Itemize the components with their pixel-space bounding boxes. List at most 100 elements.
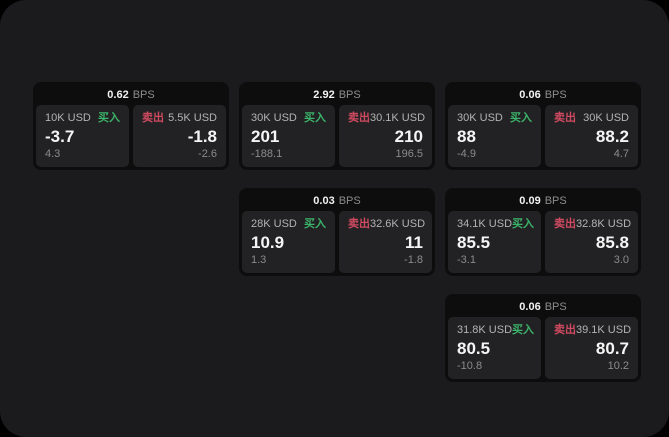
buy-quote-tile[interactable]: 30K USD 买入 201 -188.1: [242, 105, 335, 167]
spread-header: 0.09 BPS: [448, 191, 638, 211]
spread-unit: BPS: [544, 195, 567, 207]
buy-quote-tile[interactable]: 31.8K USD 买入 80.5 -10.8: [448, 317, 541, 379]
spread-unit: BPS: [544, 301, 567, 313]
sell-price: 210: [394, 127, 423, 146]
buy-price: 88: [457, 127, 476, 146]
sell-price: 85.8: [595, 233, 629, 252]
buy-amount: 10K USD: [45, 112, 91, 124]
quote-card: 0.03 BPS 28K USD 买入 10.9 1.3 卖出 32.6K US…: [239, 188, 435, 276]
sell-amount: 30K USD: [583, 112, 629, 124]
spread-header: 0.06 BPS: [448, 297, 638, 317]
spread-value: 0.09: [519, 195, 541, 207]
spread-value: 0.62: [107, 89, 129, 101]
sell-delta: -1.8: [404, 254, 423, 266]
sell-price: 88.2: [595, 127, 629, 146]
buy-delta: 1.3: [251, 254, 267, 266]
buy-delta: -10.8: [457, 360, 483, 372]
sell-button[interactable]: 卖出: [348, 218, 370, 230]
spread-value: 0.06: [519, 301, 541, 313]
buy-amount: 30K USD: [251, 112, 297, 124]
sell-delta: -2.6: [198, 148, 217, 160]
spread-value: 2.92: [313, 89, 335, 101]
sell-tile-top: 卖出 39.1K USD: [554, 324, 632, 337]
quote-body: 28K USD 买入 10.9 1.3 卖出 32.6K USD 11 -1.8: [242, 211, 432, 273]
spread-header: 0.03 BPS: [242, 191, 432, 211]
spread-unit: BPS: [544, 89, 567, 101]
buy-tile-top: 10K USD 买入: [45, 112, 120, 125]
buy-button[interactable]: 买入: [304, 112, 326, 124]
buy-tile-top: 28K USD 买入: [251, 218, 326, 231]
buy-amount: 31.8K USD: [457, 324, 513, 336]
spread-unit: BPS: [132, 89, 155, 101]
buy-amount: 30K USD: [457, 112, 503, 124]
sell-amount: 30.1K USD: [370, 112, 426, 124]
sell-amount: 32.8K USD: [576, 218, 632, 230]
quote-card: 0.06 BPS 31.8K USD 买入 80.5 -10.8 卖出 39.1…: [445, 294, 641, 382]
sell-button[interactable]: 卖出: [348, 112, 370, 124]
sell-price: -1.8: [187, 127, 217, 146]
buy-tile-top: 30K USD 买入: [457, 112, 532, 125]
quote-body: 10K USD 买入 -3.7 4.3 卖出 5.5K USD -1.8 -2.…: [36, 105, 226, 167]
quote-body: 30K USD 买入 88 -4.9 卖出 30K USD 88.2 4.7: [448, 105, 638, 167]
sell-tile-top: 卖出 5.5K USD: [142, 112, 217, 125]
sell-tile-top: 卖出 30K USD: [554, 112, 629, 125]
sell-delta: 196.5: [395, 148, 423, 160]
spread-header: 0.62 BPS: [36, 85, 226, 105]
buy-amount: 28K USD: [251, 218, 297, 230]
buy-delta: -188.1: [251, 148, 283, 160]
buy-button[interactable]: 买入: [304, 218, 326, 230]
buy-price: 201: [251, 127, 280, 146]
buy-button[interactable]: 买入: [98, 112, 120, 124]
quote-body: 30K USD 买入 201 -188.1 卖出 30.1K USD 210 1…: [242, 105, 432, 167]
sell-quote-tile[interactable]: 卖出 39.1K USD 80.7 10.2: [545, 317, 638, 379]
sell-delta: 4.7: [613, 148, 629, 160]
sell-button[interactable]: 卖出: [554, 112, 576, 124]
buy-quote-tile[interactable]: 28K USD 买入 10.9 1.3: [242, 211, 335, 273]
spread-unit: BPS: [338, 195, 361, 207]
sell-price: 11: [405, 233, 423, 252]
sell-quote-tile[interactable]: 卖出 5.5K USD -1.8 -2.6: [133, 105, 226, 167]
sell-button[interactable]: 卖出: [142, 112, 164, 124]
buy-button[interactable]: 买入: [510, 112, 532, 124]
sell-quote-tile[interactable]: 卖出 32.6K USD 11 -1.8: [339, 211, 432, 273]
sell-delta: 10.2: [607, 360, 629, 372]
quote-card: 2.92 BPS 30K USD 买入 201 -188.1 卖出 30.1K …: [239, 82, 435, 170]
buy-price: -3.7: [45, 127, 75, 146]
buy-button[interactable]: 买入: [512, 324, 535, 336]
quote-cards-grid: 0.62 BPS 10K USD 买入 -3.7 4.3 卖出 5.5K USD…: [33, 82, 641, 382]
sell-button[interactable]: 卖出: [554, 324, 576, 336]
sell-amount: 32.6K USD: [370, 218, 426, 230]
quote-card: 0.06 BPS 30K USD 买入 88 -4.9 卖出 30K USD 8…: [445, 82, 641, 170]
spread-header: 0.06 BPS: [448, 85, 638, 105]
sell-tile-top: 卖出 30.1K USD: [348, 112, 426, 125]
sell-amount: 5.5K USD: [168, 112, 217, 124]
buy-price: 10.9: [251, 233, 285, 252]
sell-price: 80.7: [595, 339, 629, 358]
buy-amount: 34.1K USD: [457, 218, 513, 230]
spread-value: 0.06: [519, 89, 541, 101]
sell-tile-top: 卖出 32.8K USD: [554, 218, 632, 231]
buy-button[interactable]: 买入: [512, 218, 535, 230]
quote-body: 34.1K USD 买入 85.5 -3.1 卖出 32.8K USD 85.8…: [448, 211, 638, 273]
spread-header: 2.92 BPS: [242, 85, 432, 105]
buy-delta: -4.9: [457, 148, 476, 160]
buy-quote-tile[interactable]: 30K USD 买入 88 -4.9: [448, 105, 541, 167]
quote-card: 0.09 BPS 34.1K USD 买入 85.5 -3.1 卖出 32.8K…: [445, 188, 641, 276]
spread-value: 0.03: [313, 195, 335, 207]
sell-tile-top: 卖出 32.6K USD: [348, 218, 426, 231]
buy-quote-tile[interactable]: 10K USD 买入 -3.7 4.3: [36, 105, 129, 167]
buy-price: 80.5: [457, 339, 491, 358]
sell-amount: 39.1K USD: [576, 324, 632, 336]
sell-quote-tile[interactable]: 卖出 30K USD 88.2 4.7: [545, 105, 638, 167]
spread-unit: BPS: [338, 89, 361, 101]
sell-delta: 3.0: [613, 254, 629, 266]
sell-quote-tile[interactable]: 卖出 32.8K USD 85.8 3.0: [545, 211, 638, 273]
buy-price: 85.5: [457, 233, 491, 252]
sell-button[interactable]: 卖出: [554, 218, 576, 230]
quote-card: 0.62 BPS 10K USD 买入 -3.7 4.3 卖出 5.5K USD…: [33, 82, 229, 170]
buy-delta: 4.3: [45, 148, 61, 160]
buy-tile-top: 30K USD 买入: [251, 112, 326, 125]
buy-quote-tile[interactable]: 34.1K USD 买入 85.5 -3.1: [448, 211, 541, 273]
sell-quote-tile[interactable]: 卖出 30.1K USD 210 196.5: [339, 105, 432, 167]
